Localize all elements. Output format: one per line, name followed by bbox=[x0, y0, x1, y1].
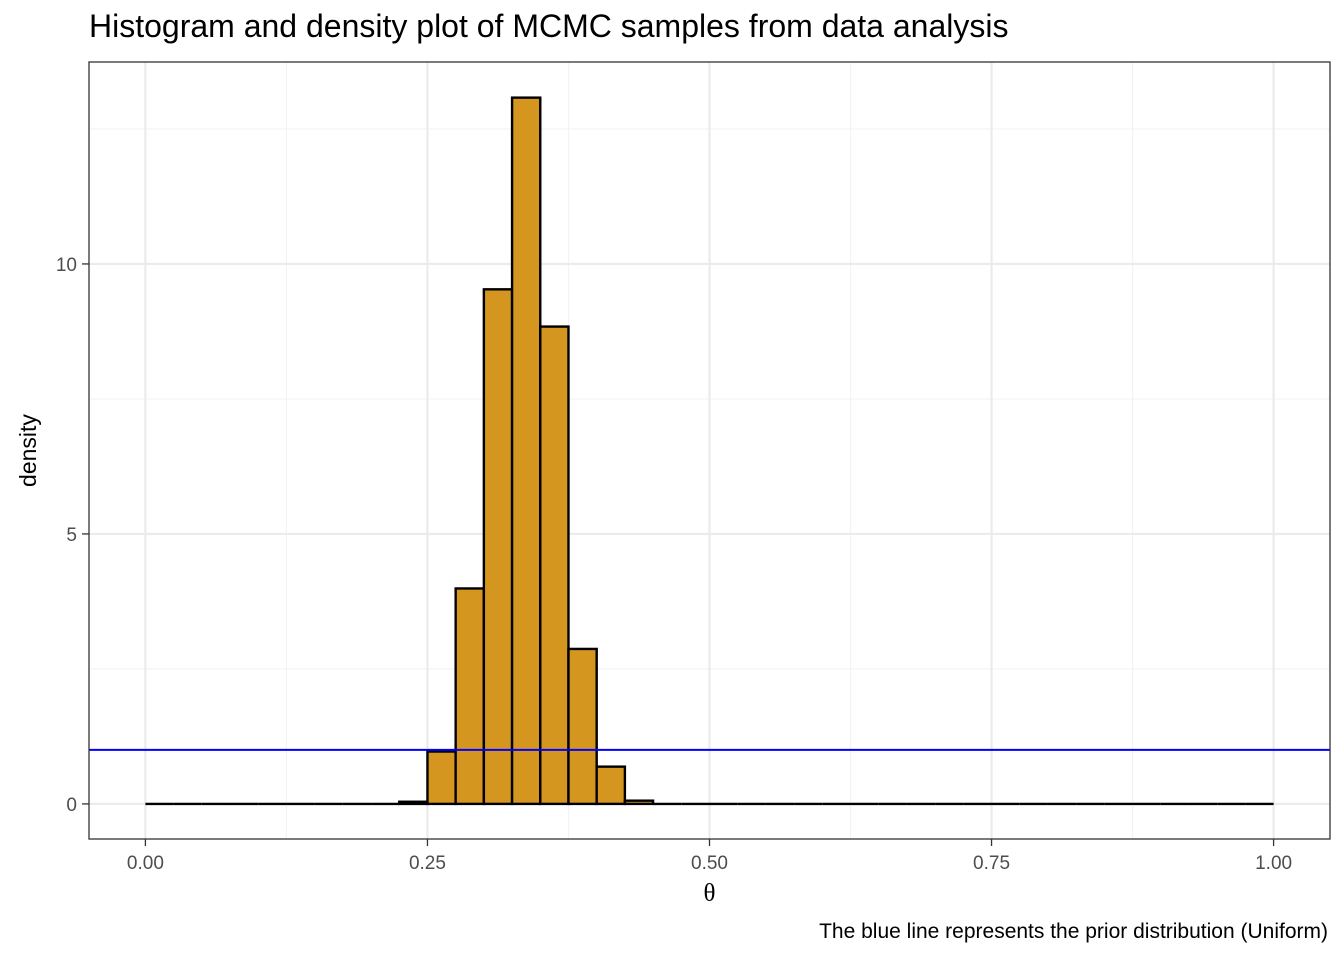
histogram-bar bbox=[623, 799, 655, 806]
histogram-bar bbox=[595, 765, 627, 806]
histogram-bar bbox=[539, 325, 570, 806]
x-tick-label: 0.00 bbox=[127, 853, 164, 874]
histogram-bar bbox=[398, 800, 429, 806]
y-axis-title: density bbox=[15, 414, 41, 487]
histogram-bar bbox=[567, 647, 598, 806]
x-axis-title: θ bbox=[704, 880, 716, 907]
x-tick-label: 0.50 bbox=[691, 853, 728, 874]
histogram-bars bbox=[145, 96, 1274, 806]
major-gridlines bbox=[89, 62, 1330, 839]
x-tick-label: 0.75 bbox=[973, 853, 1010, 874]
x-axis: 0.00 0.25 0.50 0.75 1.00 bbox=[127, 839, 1292, 874]
chart-caption: The blue line represents the prior distr… bbox=[819, 920, 1328, 943]
histogram-bar bbox=[482, 288, 514, 806]
x-tick-label: 0.25 bbox=[409, 853, 446, 874]
chart-title: Histogram and density plot of MCMC sampl… bbox=[89, 8, 1009, 44]
x-tick-label: 1.00 bbox=[1255, 853, 1292, 874]
y-tick-label: 0 bbox=[66, 795, 77, 816]
histogram-bar bbox=[510, 96, 542, 806]
histogram-bar bbox=[454, 587, 486, 806]
histogram-bar bbox=[426, 750, 457, 806]
y-tick-label: 5 bbox=[66, 525, 77, 546]
y-tick-label: 10 bbox=[56, 255, 77, 276]
y-axis: 0 5 10 bbox=[56, 255, 89, 816]
